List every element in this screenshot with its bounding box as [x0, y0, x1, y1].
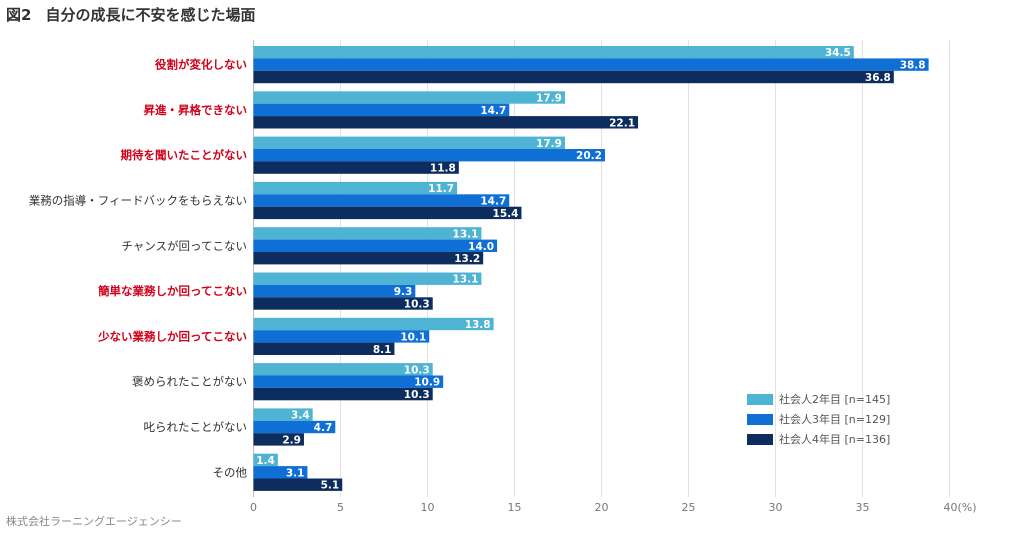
bar [253, 252, 484, 265]
bar [253, 58, 929, 71]
bar [253, 466, 308, 479]
bar [253, 478, 343, 491]
data-label: 5.1 [321, 480, 340, 492]
bar [253, 136, 565, 149]
x-tick-label: 0 [250, 501, 257, 514]
data-label: 1.4 [256, 455, 275, 467]
bar [253, 116, 639, 129]
category-label: 役割が変化しない [155, 58, 247, 72]
data-label: 2.9 [282, 434, 301, 446]
bar [253, 70, 894, 84]
category-label: 期待を聞いたことがない [121, 148, 248, 162]
x-tick-label: 40(%) [944, 501, 977, 514]
data-label: 11.7 [428, 183, 454, 195]
category-label: 簡単な業務しか回ってこない [97, 284, 247, 298]
bar [253, 181, 458, 195]
data-label: 13.1 [453, 274, 479, 286]
bar [253, 161, 459, 174]
category-label: 少ない業務しか回ってこない [97, 329, 247, 343]
legend: 社会人2年目 [n=145] 社会人3年目 [n=129] 社会人4年目 [n=… [747, 389, 890, 449]
x-tick-label: 10 [421, 501, 435, 514]
bar [253, 317, 494, 331]
legend-label-year2: 社会人2年目 [n=145] [779, 393, 891, 406]
bar [253, 46, 854, 59]
x-tick-label: 25 [682, 501, 696, 514]
bar [253, 227, 482, 240]
category-label: 褒められたことがない [132, 375, 247, 389]
category-label: チャンスが回ってこない [121, 239, 247, 253]
x-tick-label: 5 [337, 501, 344, 514]
data-label: 10.1 [400, 331, 426, 343]
bar [253, 297, 433, 310]
x-tick-label: 15 [508, 501, 522, 514]
bar [253, 363, 433, 376]
data-label: 20.2 [576, 150, 602, 162]
data-label: 10.3 [404, 364, 430, 376]
data-label: 34.5 [825, 47, 851, 59]
legend-item-year2: 社会人2年目 [n=145] [747, 389, 890, 409]
bar [253, 284, 416, 298]
data-label: 13.1 [453, 228, 479, 240]
category-label: 業務の指導・フィードバックをもらえない [29, 194, 247, 208]
data-label: 15.4 [493, 208, 519, 220]
bar [253, 149, 605, 162]
bar [253, 408, 313, 421]
figure-number: 図2 [6, 6, 32, 24]
bar [253, 272, 482, 285]
data-label: 8.1 [373, 344, 392, 356]
data-label: 17.9 [536, 93, 562, 105]
data-label: 4.7 [314, 422, 333, 434]
data-label: 10.3 [404, 389, 430, 401]
bar [253, 433, 304, 446]
data-label: 10.9 [414, 377, 440, 389]
bar [253, 453, 278, 467]
category-label: 叱られたことがない [144, 420, 248, 434]
data-label: 14.7 [480, 196, 506, 208]
source-credit: 株式会社ラーニングエージェンシー [6, 515, 182, 528]
x-tick-label: 30 [769, 501, 783, 514]
data-label: 17.9 [536, 138, 562, 150]
bar [253, 239, 498, 252]
legend-item-year3: 社会人3年目 [n=129] [747, 409, 890, 429]
x-tick-label: 35 [856, 501, 870, 514]
data-label: 11.8 [430, 163, 456, 175]
data-label: 10.3 [404, 299, 430, 311]
category-label: その他 [213, 465, 248, 479]
data-label: 3.4 [291, 410, 310, 422]
data-label: 3.1 [286, 467, 305, 479]
legend-swatch-year2 [747, 393, 773, 405]
bar [253, 194, 510, 207]
chart-title: 図2 自分の成長に不安を感じた場面 [6, 4, 255, 25]
legend-label-year4: 社会人4年目 [n=136] [779, 433, 891, 446]
data-label: 13.2 [454, 253, 480, 265]
bar [253, 103, 510, 117]
bar [253, 420, 336, 434]
bar [253, 342, 395, 355]
bar [253, 330, 430, 343]
bar [253, 387, 433, 401]
data-label: 36.8 [865, 72, 891, 84]
bar [253, 206, 522, 220]
legend-swatch-year3 [747, 413, 773, 425]
legend-item-year4: 社会人4年目 [n=136] [747, 429, 890, 449]
bar [253, 91, 565, 104]
x-tick-label: 20 [595, 501, 609, 514]
data-label: 22.1 [609, 117, 635, 129]
legend-swatch-year4 [747, 433, 773, 445]
figure-title: 自分の成長に不安を感じた場面 [45, 6, 256, 24]
category-label: 昇進・昇格できない [144, 103, 248, 117]
data-label: 14.0 [468, 241, 494, 253]
data-label: 13.8 [465, 319, 491, 331]
data-label: 14.7 [480, 105, 506, 117]
data-label: 38.8 [900, 60, 926, 72]
bar [253, 375, 444, 388]
legend-label-year3: 社会人3年目 [n=129] [779, 413, 891, 426]
data-label: 9.3 [394, 286, 413, 298]
